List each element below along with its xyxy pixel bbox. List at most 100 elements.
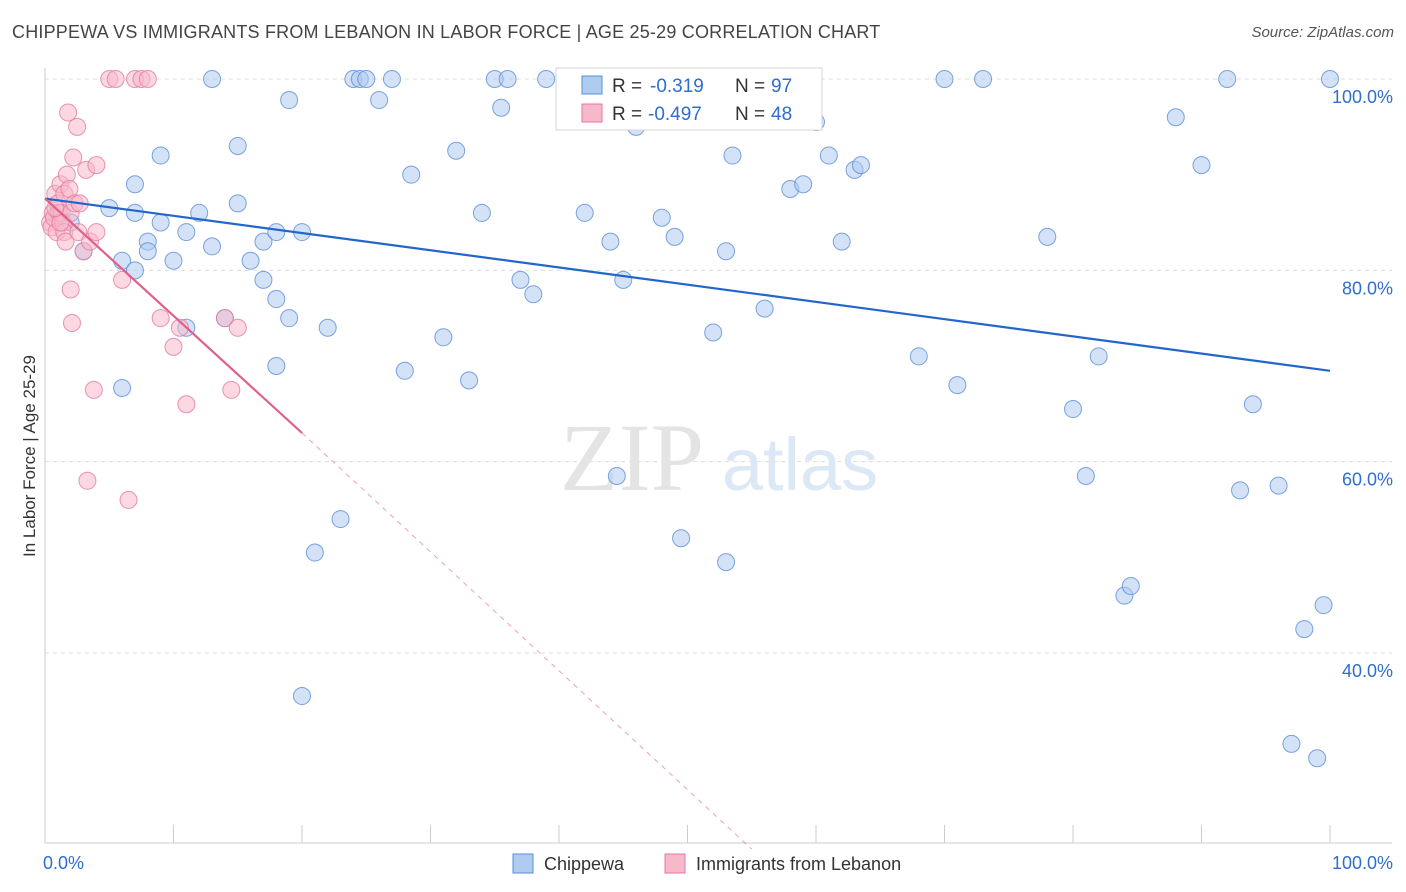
chippewa-point [125, 203, 144, 222]
chippewa-point [652, 208, 671, 227]
chippewa-point [203, 70, 222, 88]
watermark-atlas: atlas [722, 423, 878, 506]
chippewa-point [305, 543, 324, 562]
stats-legend: R = -0.319 N = 97 R = -0.497 N = 48 [555, 67, 823, 131]
lebanon-point [113, 270, 132, 289]
chippewa-point [1314, 596, 1333, 615]
legend-swatch-chippewa [512, 853, 534, 874]
chippewa-point [909, 347, 928, 366]
chippewa-point [472, 203, 491, 222]
legend-n-value: 97 [771, 76, 792, 97]
chippewa-point [228, 194, 247, 213]
series-legend: Chippewa Immigrants from Lebanon [512, 853, 901, 874]
chippewa-point [537, 70, 556, 88]
legend-r-label: R = [612, 76, 642, 97]
chippewa-point [614, 270, 633, 289]
lebanon-point [106, 70, 125, 88]
chippewa-point [1121, 577, 1140, 596]
tick-labels: 40.0% 60.0% 80.0% 100.0% 0.0% 100.0% [43, 87, 1393, 873]
chippewa-point [511, 270, 530, 289]
chippewa-point [601, 232, 620, 251]
chippewa-point [851, 156, 870, 175]
chippewa-point [524, 285, 543, 304]
legend-label-lebanon: Immigrants from Lebanon [696, 854, 901, 874]
chippewa-point [935, 70, 954, 88]
y-tick-label: 80.0% [1342, 278, 1393, 298]
lebanon-point [177, 395, 196, 414]
legend-n-label: N = [735, 76, 765, 97]
lebanon-point [151, 309, 170, 328]
lebanon-point [164, 337, 183, 356]
chippewa-point [1231, 481, 1250, 500]
chippewa-point [460, 371, 479, 390]
axes [44, 68, 1392, 844]
chippewa-point [447, 141, 466, 160]
lebanon-point [61, 280, 80, 299]
chippewa-point [1282, 734, 1301, 753]
regression-lines [44, 197, 1331, 850]
chippewa-point [1089, 347, 1108, 366]
lebanon-point [138, 70, 157, 88]
chippewa-point [370, 91, 389, 110]
chippewa-point [492, 98, 511, 117]
chippewa-point [794, 175, 813, 194]
lebanon-point [69, 223, 88, 242]
chippewa-point [151, 213, 170, 232]
legend-swatch-lebanon [581, 103, 603, 123]
chippewa-point [575, 203, 594, 222]
chippewa-point [1308, 749, 1327, 768]
chippewa-point [717, 242, 736, 261]
chippewa-point [280, 91, 299, 110]
chippewa-point [280, 309, 299, 328]
lebanon-point [59, 103, 78, 122]
lebanon-point [68, 117, 87, 136]
lebanon-point [78, 471, 97, 490]
x-tick-label: 100.0% [1332, 853, 1393, 873]
chippewa-point [974, 70, 993, 88]
chippewa-point [819, 146, 838, 165]
chippewa-point [1218, 70, 1237, 88]
chippewa-point [1076, 467, 1095, 486]
chippewa-point [395, 361, 414, 380]
regression-line [44, 197, 1331, 372]
chippewa-point [228, 136, 247, 155]
chippewa-point [1064, 400, 1082, 419]
y-tick-label: 60.0% [1342, 470, 1393, 490]
chippewa-point [125, 261, 144, 280]
chippewa-point [1166, 108, 1185, 127]
chippewa-point [190, 203, 209, 222]
chippewa-point [177, 223, 196, 242]
lebanon-point [170, 318, 189, 337]
chippewa-point [267, 290, 286, 309]
watermark: ZIP atlas [560, 404, 878, 511]
chippewa-point [293, 687, 311, 706]
lebanon-point [56, 232, 75, 251]
y-tick-label: 100.0% [1332, 87, 1393, 107]
chippewa-point [331, 510, 350, 529]
chippewa-point [755, 299, 774, 318]
chippewa-point [241, 251, 260, 270]
chippewa-point [1192, 156, 1211, 175]
chippewa-point [704, 323, 723, 342]
chippewa-point [607, 467, 626, 486]
lebanon-point [87, 156, 106, 175]
lebanon-point [84, 380, 103, 399]
chippewa-point [723, 146, 742, 165]
legend-n-label: N = [735, 104, 765, 125]
lebanon-point [87, 223, 106, 242]
chippewa-point [1321, 70, 1339, 88]
legend-swatch-chippewa [581, 75, 603, 95]
chippewa-point [832, 232, 851, 251]
legend-r-value: -0.497 [648, 104, 702, 125]
chippewa-point [1295, 620, 1314, 639]
chippewa-point [1038, 227, 1057, 246]
regression-line [44, 197, 303, 434]
chippewa-point [948, 376, 967, 395]
lebanon-point [119, 490, 138, 509]
chippewa-point [665, 227, 684, 246]
y-tick-label: 40.0% [1342, 661, 1393, 681]
chippewa-point [254, 270, 273, 289]
legend-swatch-lebanon [664, 853, 686, 874]
chippewa-point [434, 328, 453, 347]
